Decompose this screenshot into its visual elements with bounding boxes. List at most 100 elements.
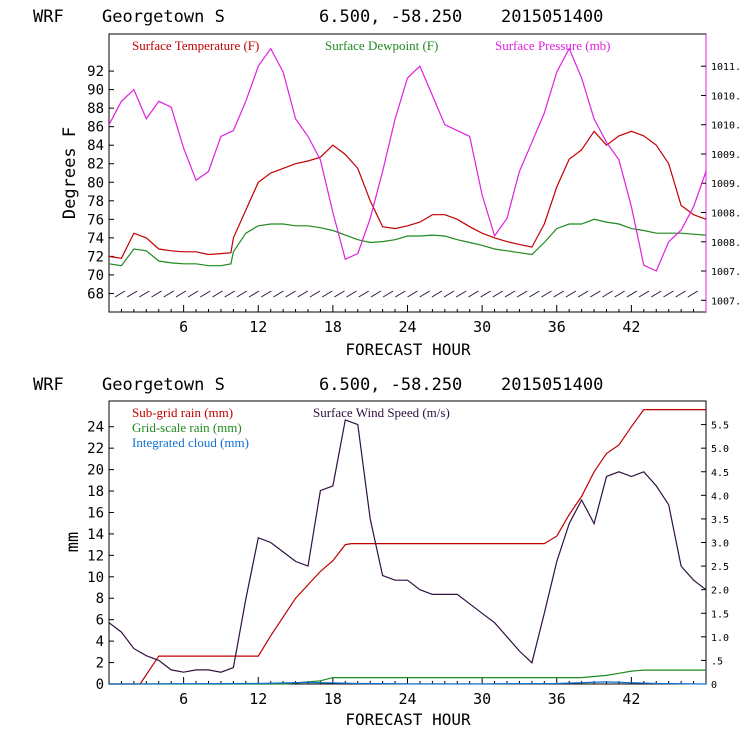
y2tick-label: 4.5 — [711, 468, 729, 479]
y2tick-label: 1009.5 — [711, 150, 740, 161]
ytick-label: 82 — [87, 157, 104, 173]
y2tick-label: 5.0 — [711, 444, 729, 455]
y2tick-label: 1010.5 — [711, 91, 740, 102]
wind-barbs — [114, 290, 699, 298]
y2tick-label: 5.5 — [711, 421, 729, 432]
wind-barb — [675, 290, 686, 298]
ytick-label: 16 — [87, 505, 104, 521]
y2tick-label: 1009.0 — [711, 179, 740, 190]
surface-pressure-line — [108, 47, 707, 272]
xtick-label: 24 — [398, 690, 416, 708]
legend-integrated-cloud: Integrated cloud (mm) — [132, 435, 249, 450]
wind-barb — [163, 290, 175, 298]
wind-barb — [175, 290, 187, 298]
y2tick-label: .5 — [711, 656, 723, 667]
wind-barb — [334, 290, 345, 298]
xtick-label: 42 — [622, 318, 640, 336]
wind-barb — [650, 290, 662, 298]
ytick-label: 4 — [96, 634, 104, 650]
ytick-label: 76 — [87, 212, 104, 228]
xtick-label: 30 — [473, 318, 491, 336]
y2tick-label: 3.5 — [711, 515, 729, 526]
xtick-label: 42 — [622, 690, 640, 708]
legend-surface-dewpoint: Surface Dewpoint (F) — [325, 38, 438, 53]
y2tick-label: 1007.5 — [711, 267, 740, 278]
wind-barb — [577, 290, 589, 298]
ytick-label: 84 — [87, 138, 104, 154]
ytick-label: 86 — [87, 120, 104, 136]
integrated-cloud-line — [108, 681, 707, 685]
wind-barb — [687, 290, 699, 298]
xtick-label: 6 — [179, 690, 188, 708]
y2tick-label: 1.5 — [711, 609, 729, 620]
ytick-label: 90 — [87, 83, 104, 99]
panel2-location: Georgetown S — [102, 375, 225, 395]
legend-wind-speed: Surface Wind Speed (m/s) — [313, 405, 450, 420]
ytick-label: 0 — [96, 677, 104, 693]
xtick-label: 36 — [548, 318, 566, 336]
panel2-coords: 6.500, -58.250 — [319, 375, 462, 395]
xtick-label: 18 — [324, 318, 342, 336]
panel1-model: WRF — [33, 7, 64, 27]
wind-barb — [638, 290, 650, 298]
ytick-label: 92 — [87, 64, 104, 80]
wind-barb — [151, 290, 162, 298]
wind-barb — [200, 290, 211, 298]
xtick-label: 30 — [473, 690, 491, 708]
wind-barb — [321, 290, 333, 298]
ytick-label: 24 — [87, 420, 104, 436]
panel1-ylabel: Degrees F — [60, 127, 80, 219]
wind-barb — [431, 290, 443, 298]
y2tick-label: 2.0 — [711, 586, 729, 597]
wind-barb — [346, 290, 357, 298]
wind-barb — [504, 290, 516, 298]
wind-barb — [553, 290, 565, 298]
xtick-label: 12 — [249, 690, 267, 708]
wind-barb — [309, 290, 321, 298]
wind-barb — [492, 290, 504, 298]
panel1-series — [108, 47, 707, 272]
panel2-ylabel: mm — [63, 532, 83, 552]
wind-barb — [187, 290, 199, 298]
sub-grid-rain-line — [109, 409, 706, 685]
ytick-label: 10 — [87, 570, 104, 586]
wind-barb — [260, 290, 272, 298]
panel1-frame — [108, 33, 707, 313]
ytick-label: 2 — [96, 656, 104, 672]
wind-barb — [602, 290, 613, 298]
wind-barb — [395, 290, 406, 298]
wind-barb — [126, 290, 138, 298]
wind-barb — [382, 290, 394, 298]
wind-barb — [516, 290, 528, 298]
ytick-label: 12 — [87, 548, 104, 564]
wind-barb — [541, 290, 552, 298]
y2tick-label: 1008.5 — [711, 209, 740, 220]
panel2-right-ticks: 0 .5 1.0 1.5 2.0 2.5 3.0 3.5 4.0 4.5 5.0 5.5 — [701, 421, 729, 691]
wind-barb — [139, 290, 150, 298]
surface-temperature-line — [108, 130, 707, 259]
panel1-location: Georgetown S — [102, 7, 225, 27]
ytick-label: 72 — [87, 249, 104, 265]
panel1-right-ticks: 1007.0 1007.5 1008.0 1008.5 1009.0 1009.5 1010… — [701, 62, 740, 307]
wind-barb — [443, 290, 455, 298]
ytick-label: 14 — [87, 527, 104, 543]
ytick-label: 80 — [87, 175, 104, 191]
y2tick-label: 1010.0 — [711, 121, 740, 132]
precip-panel: WRF Georgetown S 6.500, -58.250 20150514… — [33, 375, 729, 729]
xtick-label: 24 — [398, 318, 416, 336]
xtick-label: 12 — [249, 318, 267, 336]
wind-barb — [370, 290, 382, 298]
surface-wind-speed-line — [108, 419, 707, 673]
ytick-label: 8 — [96, 591, 104, 607]
y2tick-label: 1007.0 — [711, 296, 740, 307]
ytick-label: 70 — [87, 268, 104, 284]
wind-barb — [212, 290, 223, 298]
panel2-series — [108, 409, 707, 685]
y2tick-label: 1008.0 — [711, 238, 740, 249]
wind-barb — [565, 290, 577, 298]
legend-gridscale-rain: Grid-scale rain (mm) — [132, 420, 242, 435]
wind-barb — [468, 290, 479, 298]
y2tick-label: 0 — [711, 680, 717, 691]
wind-barb — [529, 290, 540, 298]
